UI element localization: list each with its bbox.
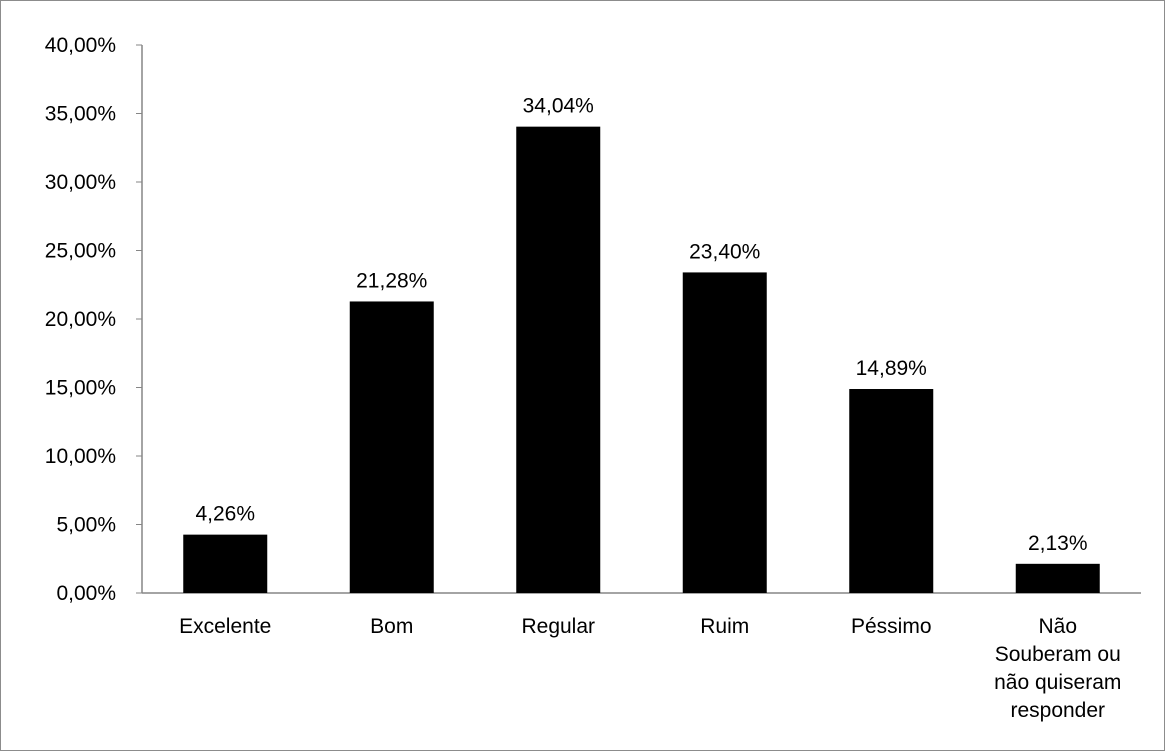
bar [682, 272, 767, 593]
data-label: 14,89% [856, 357, 927, 380]
x-category-label: Ruim [700, 615, 749, 638]
x-category-label: Regular [521, 615, 595, 638]
x-category-label: Bom [370, 615, 413, 638]
y-tick-label: 10,00% [45, 445, 116, 468]
bar [849, 389, 934, 593]
y-tick-label: 5,00% [56, 514, 116, 537]
x-category-label: Péssimo [851, 615, 932, 638]
labels-layer: 4,26% Excelente 21,28% Bom 34,04% Regular 23,4… [179, 95, 1121, 722]
bars-layer [183, 126, 1100, 593]
y-tick-label: 25,00% [45, 240, 116, 263]
bar [183, 534, 268, 593]
y-tick-label: 15,00% [45, 377, 116, 400]
data-label: 23,40% [689, 240, 760, 263]
x-category-label: Excelente [179, 615, 271, 638]
bar [1015, 563, 1100, 593]
y-tick-label: 35,00% [45, 103, 116, 126]
data-label: 21,28% [356, 269, 427, 292]
x-category-label: Não Souberam ou não quiseram responder [994, 615, 1121, 722]
bar [516, 126, 601, 593]
bar [349, 301, 434, 593]
data-label: 4,26% [195, 503, 255, 526]
data-label: 2,13% [1028, 532, 1088, 555]
data-label: 34,04% [523, 95, 594, 118]
y-tick-label: 30,00% [45, 171, 116, 194]
y-tick-label: 20,00% [45, 308, 116, 331]
y-tick-label: 40,00% [45, 34, 116, 57]
y-tick-label: 0,00% [56, 582, 116, 605]
axis-layer: 0,00% 5,00% 10,00% 15,00% 20,00% 25,00% 30,00%… [45, 34, 1141, 605]
